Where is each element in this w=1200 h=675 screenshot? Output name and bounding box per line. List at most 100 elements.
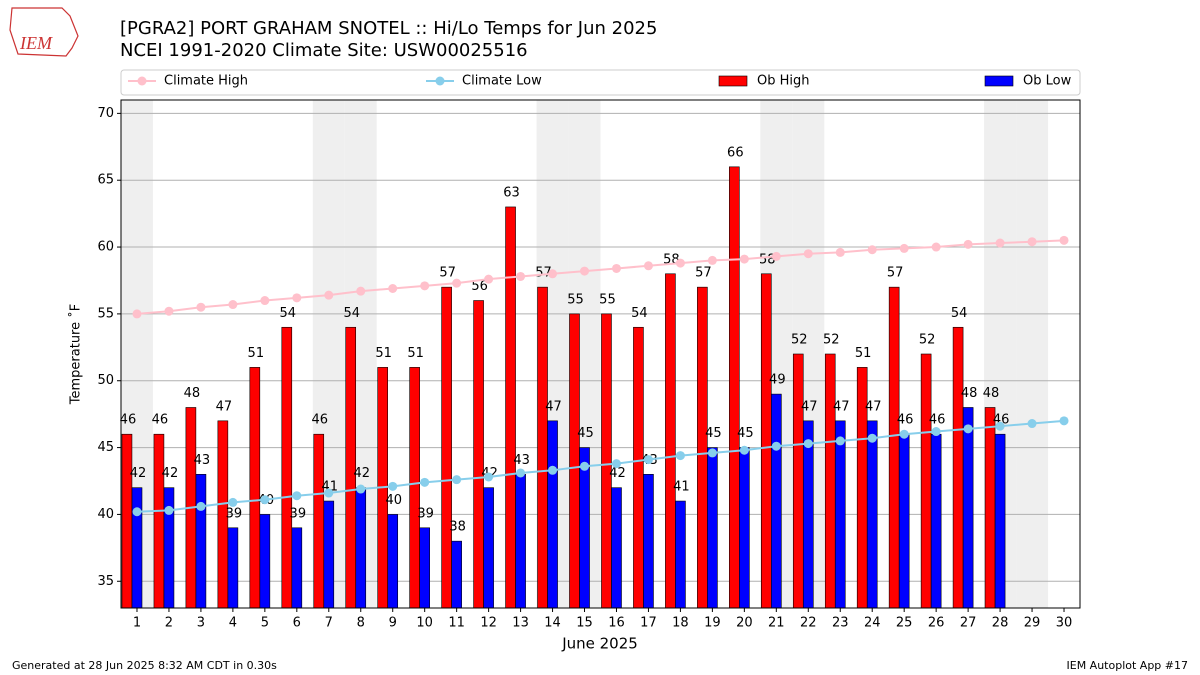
x-tick-label: 8: [357, 616, 365, 631]
bar: [601, 313, 612, 609]
chart-title: [PGRA2] PORT GRAHAM SNOTEL :: Hi/Lo Temp…: [120, 18, 657, 39]
data-label: 45: [705, 426, 722, 441]
bar: [697, 286, 708, 609]
point: [835, 436, 845, 446]
legend-label: Ob Low: [1023, 74, 1072, 89]
bar: [451, 540, 462, 609]
bar: [153, 433, 165, 609]
bar: [163, 487, 175, 609]
point: [963, 424, 973, 434]
data-label: 46: [311, 413, 328, 428]
point: [324, 488, 334, 498]
point: [867, 245, 877, 255]
bar: [281, 326, 293, 609]
bar: [888, 286, 900, 609]
point: [739, 445, 749, 455]
x-tick-label: 9: [389, 616, 397, 631]
y-tick-label: 55: [97, 306, 114, 321]
bar: [483, 487, 494, 609]
point: [643, 455, 653, 465]
data-label: 42: [353, 466, 370, 481]
legend-label: Climate High: [164, 74, 248, 89]
bar: [579, 447, 590, 609]
bar: [984, 407, 996, 609]
point: [771, 441, 781, 451]
data-label: 47: [216, 399, 233, 414]
x-tick-label: 19: [704, 616, 721, 631]
data-label: 54: [951, 306, 968, 321]
y-tick-label: 50: [97, 373, 114, 388]
bar: [824, 353, 836, 609]
point: [931, 242, 941, 252]
bar: [323, 500, 335, 609]
bar: [537, 286, 548, 609]
point: [611, 459, 621, 469]
bar: [419, 527, 430, 609]
bar: [994, 433, 1006, 609]
data-label: 46: [120, 413, 137, 428]
data-label: 51: [407, 346, 424, 361]
data-label: 39: [226, 506, 243, 521]
x-tick-label: 11: [448, 616, 465, 631]
bar: [729, 166, 740, 609]
point: [995, 238, 1005, 248]
x-tick-label: 26: [928, 616, 945, 631]
data-label: 51: [375, 346, 392, 361]
point: [196, 302, 206, 312]
data-label: 55: [567, 292, 584, 307]
x-tick-label: 5: [261, 616, 269, 631]
data-label: 40: [385, 493, 402, 508]
bar: [866, 420, 878, 609]
x-tick-label: 23: [832, 616, 849, 631]
bar: [739, 447, 750, 609]
point: [452, 278, 462, 288]
data-label: 52: [791, 333, 808, 348]
point: [420, 477, 430, 487]
data-label: 54: [280, 306, 297, 321]
data-label: 57: [695, 266, 712, 281]
point: [803, 439, 813, 449]
x-tick-label: 13: [512, 616, 529, 631]
bar: [930, 433, 942, 609]
bar: [569, 313, 580, 609]
x-tick-label: 7: [325, 616, 333, 631]
bar: [227, 527, 239, 609]
data-label: 54: [343, 306, 360, 321]
data-label: 51: [855, 346, 872, 361]
point: [388, 481, 398, 491]
point: [228, 497, 238, 507]
climate-line: [136, 239, 1065, 315]
point: [1027, 419, 1037, 429]
point: [356, 286, 366, 296]
data-label: 46: [897, 413, 914, 428]
data-label: 47: [545, 399, 562, 414]
data-label: 46: [929, 413, 946, 428]
point: [707, 255, 717, 265]
y-axis-label: Temperature ˚F: [68, 304, 84, 405]
point: [835, 247, 845, 257]
y-tick-label: 65: [97, 173, 114, 188]
data-label: 51: [248, 346, 265, 361]
bar: [802, 420, 814, 609]
point: [643, 261, 653, 271]
point: [260, 495, 270, 505]
x-tick-label: 10: [416, 616, 433, 631]
y-tick-label: 45: [97, 440, 114, 455]
point: [260, 296, 270, 306]
point: [995, 421, 1005, 431]
x-tick-label: 28: [992, 616, 1009, 631]
bar: [920, 353, 932, 609]
x-tick-label: 1: [133, 616, 141, 631]
data-label: 48: [184, 386, 201, 401]
point: [164, 306, 174, 316]
point: [516, 468, 526, 478]
x-tick-label: 22: [800, 616, 817, 631]
data-label: 52: [919, 333, 936, 348]
bar: [760, 273, 772, 609]
x-tick-label: 20: [736, 616, 753, 631]
data-label: 45: [737, 426, 754, 441]
data-label: 42: [162, 466, 179, 481]
bar: [952, 326, 964, 609]
data-label: 52: [823, 333, 840, 348]
data-label: 47: [833, 399, 850, 414]
